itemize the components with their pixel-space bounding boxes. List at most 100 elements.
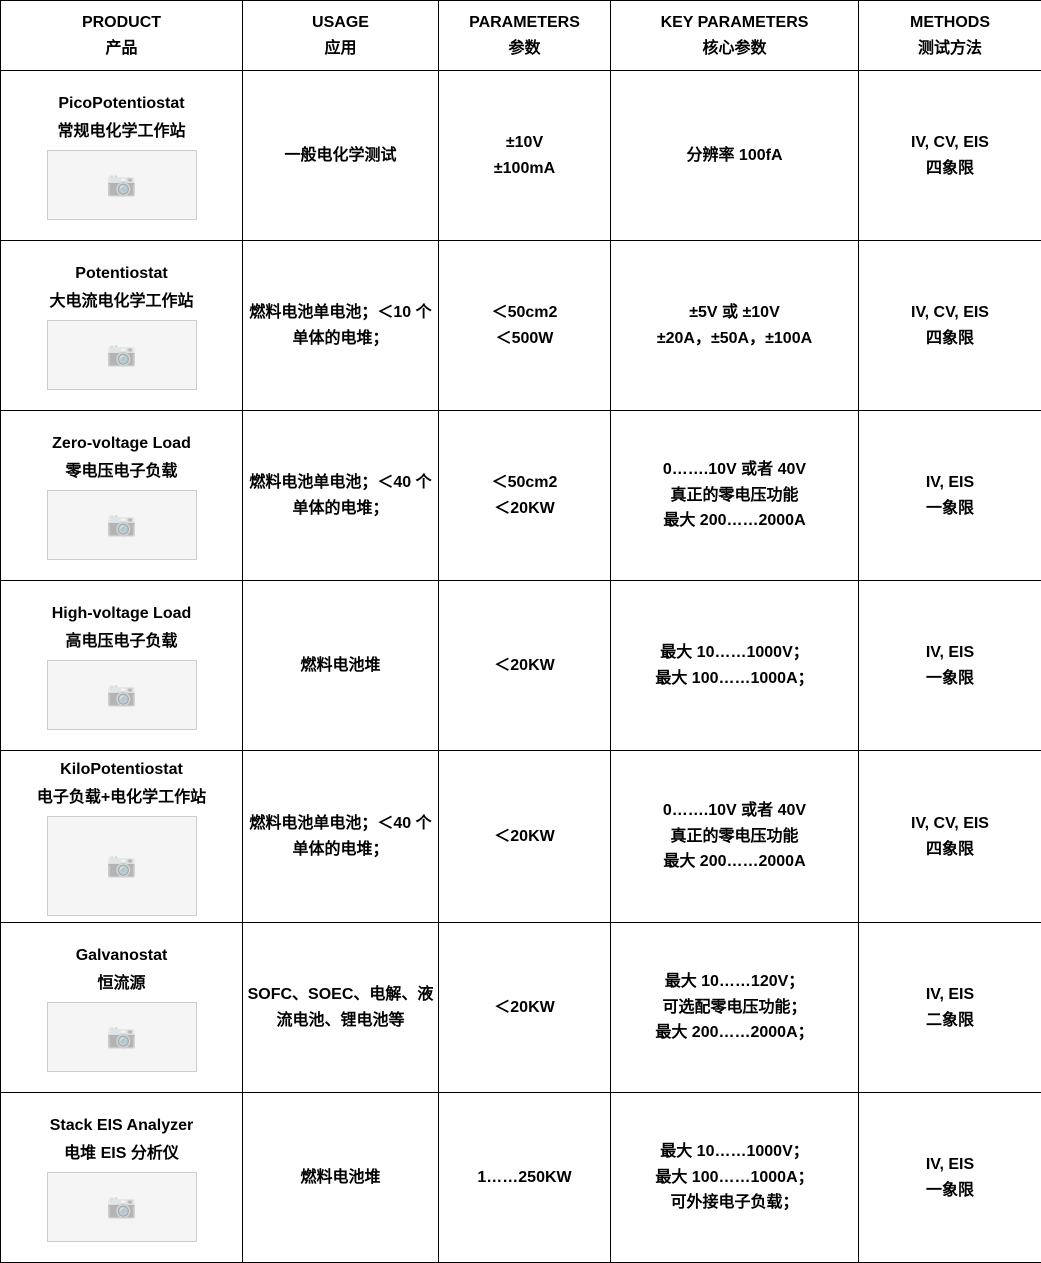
cell-usage: SOFC、SOEC、电解、液流电池、锂电池等 [243, 923, 439, 1093]
device-image-icon [47, 150, 197, 220]
cell-methods: IV, EIS一象限 [859, 411, 1041, 581]
key-param-line: ±20A，±50A，±100A [615, 326, 854, 352]
key-param-line: 真正的零电压功能 [615, 824, 854, 850]
method-line: 一象限 [863, 496, 1037, 522]
product-name-en: Zero-voltage Load [5, 431, 238, 457]
cell-product: Zero-voltage Load零电压电子负载 [1, 411, 243, 581]
cell-parameters: ＜20KW [439, 751, 611, 923]
cell-product: Stack EIS Analyzer电堆 EIS 分析仪 [1, 1093, 243, 1263]
method-line: 四象限 [863, 156, 1037, 182]
col-product: PRODUCT 产品 [1, 1, 243, 71]
key-param-line: 最大 200……2000A； [615, 1020, 854, 1046]
col-en: METHODS [863, 10, 1037, 36]
col-cn: 参数 [443, 36, 606, 62]
key-param-line: 真正的零电压功能 [615, 483, 854, 509]
method-line: IV, EIS [863, 470, 1037, 496]
product-name-cn: 高电压电子负载 [5, 629, 238, 655]
product-table: PRODUCT 产品 USAGE 应用 PARAMETERS 参数 KEY PA… [0, 0, 1041, 1263]
table-row: Zero-voltage Load零电压电子负载燃料电池单电池；＜40 个单体的… [1, 411, 1041, 581]
cell-parameters: 1……250KW [439, 1093, 611, 1263]
cell-parameters: ＜50cm2＜500W [439, 241, 611, 411]
key-param-line: 最大 100……1000A； [615, 1165, 854, 1191]
product-name-cn: 零电压电子负载 [5, 459, 238, 485]
key-param-line: 最大 200……2000A [615, 508, 854, 534]
device-image-icon [47, 1002, 197, 1072]
method-line: 二象限 [863, 1008, 1037, 1034]
key-param-line: 分辨率 100fA [615, 143, 854, 169]
col-parameters: PARAMETERS 参数 [439, 1, 611, 71]
param-line: ＜500W [443, 326, 606, 352]
cell-parameters: ＜20KW [439, 923, 611, 1093]
cell-usage: 燃料电池堆 [243, 1093, 439, 1263]
param-line: ＜20KW [443, 653, 606, 679]
product-name-en: PicoPotentiostat [5, 91, 238, 117]
device-image-icon [47, 490, 197, 560]
cell-methods: IV, EIS一象限 [859, 1093, 1041, 1263]
cell-product: PicoPotentiostat常规电化学工作站 [1, 71, 243, 241]
col-en: USAGE [247, 10, 434, 36]
col-methods: METHODS 测试方法 [859, 1, 1041, 71]
product-name-cn: 恒流源 [5, 971, 238, 997]
key-param-line: ±5V 或 ±10V [615, 300, 854, 326]
param-line: ＜50cm2 [443, 300, 606, 326]
col-usage: USAGE 应用 [243, 1, 439, 71]
param-line: ±10V [443, 130, 606, 156]
product-name-en: Galvanostat [5, 943, 238, 969]
key-param-line: 最大 200……2000A [615, 849, 854, 875]
cell-key-parameters: 最大 10……1000V；最大 100……1000A； [611, 581, 859, 751]
cell-key-parameters: 0…….10V 或者 40V真正的零电压功能最大 200……2000A [611, 751, 859, 923]
method-line: 一象限 [863, 1178, 1037, 1204]
cell-methods: IV, EIS二象限 [859, 923, 1041, 1093]
product-name-cn: 电堆 EIS 分析仪 [5, 1141, 238, 1167]
table-row: Galvanostat恒流源SOFC、SOEC、电解、液流电池、锂电池等＜20K… [1, 923, 1041, 1093]
col-en: PARAMETERS [443, 10, 606, 36]
param-line: ±100mA [443, 156, 606, 182]
cell-parameters: ＜50cm2＜20KW [439, 411, 611, 581]
param-line: 1……250KW [443, 1165, 606, 1191]
cell-parameters: ±10V±100mA [439, 71, 611, 241]
table-row: PicoPotentiostat常规电化学工作站一般电化学测试±10V±100m… [1, 71, 1041, 241]
product-name-en: Potentiostat [5, 261, 238, 287]
table-row: Potentiostat大电流电化学工作站燃料电池单电池；＜10 个单体的电堆；… [1, 241, 1041, 411]
table-row: Stack EIS Analyzer电堆 EIS 分析仪燃料电池堆1……250K… [1, 1093, 1041, 1263]
table-body: PicoPotentiostat常规电化学工作站一般电化学测试±10V±100m… [1, 71, 1041, 1263]
key-param-line: 0…….10V 或者 40V [615, 457, 854, 483]
method-line: IV, CV, EIS [863, 130, 1037, 156]
cell-usage: 一般电化学测试 [243, 71, 439, 241]
table-row: KiloPotentiostat电子负载+电化学工作站燃料电池单电池；＜40 个… [1, 751, 1041, 923]
cell-parameters: ＜20KW [439, 581, 611, 751]
param-line: ＜20KW [443, 995, 606, 1021]
col-cn: 核心参数 [615, 36, 854, 62]
col-en: KEY PARAMETERS [615, 10, 854, 36]
param-line: ＜20KW [443, 824, 606, 850]
key-param-line: 最大 100……1000A； [615, 666, 854, 692]
cell-key-parameters: 分辨率 100fA [611, 71, 859, 241]
col-cn: 测试方法 [863, 36, 1037, 62]
device-image-icon [47, 816, 197, 916]
cell-usage: 燃料电池堆 [243, 581, 439, 751]
method-line: IV, EIS [863, 982, 1037, 1008]
product-name-en: High-voltage Load [5, 601, 238, 627]
method-line: IV, CV, EIS [863, 811, 1037, 837]
method-line: 一象限 [863, 666, 1037, 692]
col-key-parameters: KEY PARAMETERS 核心参数 [611, 1, 859, 71]
col-cn: 应用 [247, 36, 434, 62]
method-line: IV, EIS [863, 1152, 1037, 1178]
cell-key-parameters: 0…….10V 或者 40V真正的零电压功能最大 200……2000A [611, 411, 859, 581]
method-line: IV, CV, EIS [863, 300, 1037, 326]
method-line: IV, EIS [863, 640, 1037, 666]
cell-key-parameters: 最大 10……1000V；最大 100……1000A；可外接电子负载； [611, 1093, 859, 1263]
param-line: ＜20KW [443, 496, 606, 522]
key-param-line: 可外接电子负载； [615, 1190, 854, 1216]
param-line: ＜50cm2 [443, 470, 606, 496]
table-header-row: PRODUCT 产品 USAGE 应用 PARAMETERS 参数 KEY PA… [1, 1, 1041, 71]
cell-product: Potentiostat大电流电化学工作站 [1, 241, 243, 411]
col-en: PRODUCT [5, 10, 238, 36]
product-name-cn: 常规电化学工作站 [5, 119, 238, 145]
table-row: High-voltage Load高电压电子负载燃料电池堆＜20KW最大 10…… [1, 581, 1041, 751]
cell-key-parameters: ±5V 或 ±10V±20A，±50A，±100A [611, 241, 859, 411]
cell-product: High-voltage Load高电压电子负载 [1, 581, 243, 751]
cell-usage: 燃料电池单电池；＜40 个单体的电堆； [243, 751, 439, 923]
product-name-cn: 电子负载+电化学工作站 [5, 785, 238, 811]
cell-product: Galvanostat恒流源 [1, 923, 243, 1093]
